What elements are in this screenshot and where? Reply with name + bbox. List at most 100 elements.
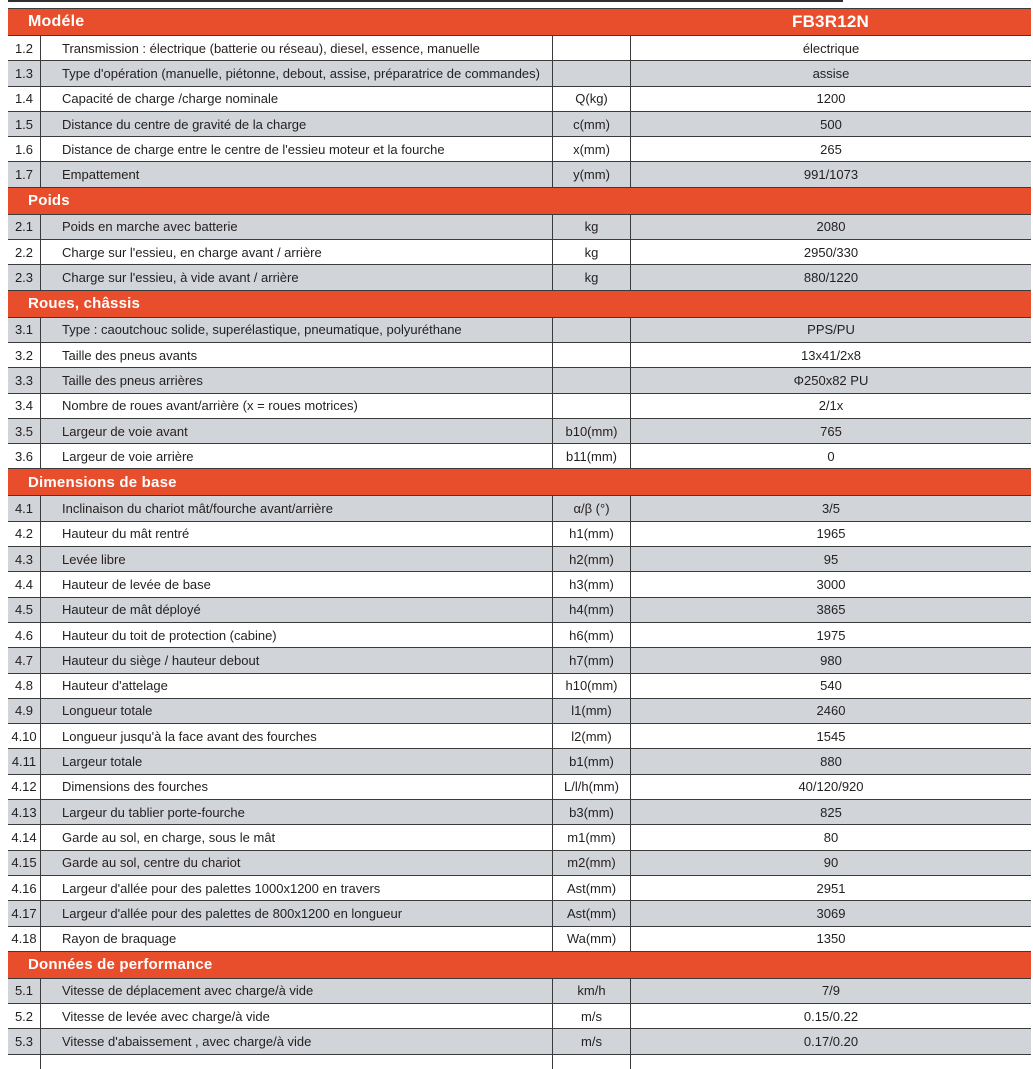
row-label: Dimensions des fourches — [41, 774, 553, 800]
row-unit: b11(mm) — [553, 444, 631, 469]
spec-row: 4.1 Inclinaison du chariot mât/fourche av… — [8, 496, 1031, 522]
row-unit: b10(mm) — [553, 418, 631, 444]
row-number: 3.4 — [8, 393, 41, 418]
row-unit — [553, 393, 631, 418]
row-label: Charge sur l'essieu, à vide avant / arri… — [41, 265, 553, 290]
row-label: Taille des pneus avants — [41, 342, 553, 368]
row-value: 1200 — [816, 91, 846, 107]
spec-row: 4.17 Largeur d'allée pour des palettes de… — [8, 901, 1031, 927]
row-label: Poids en marche avec batterie — [41, 214, 553, 240]
row-value: 3000 — [816, 576, 846, 592]
rows-container: 1.2 Transmission : électrique (batterie o… — [8, 36, 1031, 1055]
row-unit: h4(mm) — [553, 597, 631, 622]
row-value: électrique — [802, 40, 860, 56]
row-unit: Wa(mm) — [553, 926, 631, 951]
row-label: Nombre de roues avant/arrière (x = roues… — [41, 393, 553, 418]
row-value: 13x41/2x8 — [801, 347, 861, 363]
row-unit — [553, 342, 631, 368]
row-unit: h6(mm) — [553, 622, 631, 648]
row-number: 5.2 — [8, 1004, 41, 1029]
row-label: Hauteur du mât rentré — [41, 521, 553, 547]
spec-row: 2.1 Poids en marche avec batterie kg 2080 — [8, 214, 1031, 241]
spec-row: 1.2 Transmission : électrique (batterie o… — [8, 36, 1031, 62]
section-title: Poids — [28, 192, 70, 210]
cut-cell-number — [8, 1054, 41, 1069]
spec-row: 5.3 Vitesse d'abaissement , avec charge/à… — [8, 1029, 1031, 1055]
section-title: Roues, châssis — [28, 295, 141, 313]
row-unit: km/h — [553, 978, 631, 1004]
row-label: Largeur de voie arrière — [41, 444, 553, 469]
spec-row: 4.18 Rayon de braquage Wa(mm) 1350 — [8, 926, 1031, 952]
cut-cell-label — [41, 1054, 553, 1069]
row-number: 4.5 — [8, 597, 41, 622]
row-number: 4.9 — [8, 698, 41, 724]
row-label: Transmission : électrique (batterie ou r… — [41, 36, 553, 61]
row-label: Distance de charge entre le centre de l'… — [41, 137, 553, 162]
row-unit: b1(mm) — [553, 749, 631, 774]
row-unit — [553, 368, 631, 393]
spec-row: 4.11 Largeur totale b1(mm) 880 — [8, 749, 1031, 775]
row-label: Vitesse de déplacement avec charge/à vid… — [41, 978, 553, 1004]
row-number: 3.2 — [8, 342, 41, 368]
row-value: 880/1220 — [803, 270, 859, 286]
row-number: 1.5 — [8, 111, 41, 137]
row-number: 4.13 — [8, 800, 41, 825]
spec-row: 4.4 Hauteur de levée de base h3(mm) 3000 — [8, 572, 1031, 598]
row-unit: Q(kg) — [553, 86, 631, 111]
row-number: 1.4 — [8, 86, 41, 111]
section-title: Données de performance — [28, 956, 213, 974]
spec-row: 4.2 Hauteur du mât rentré h1(mm) 1965 — [8, 521, 1031, 548]
row-unit — [553, 317, 631, 342]
spec-row: 3.6 Largeur de voie arrière b11(mm) 0 — [8, 444, 1031, 470]
spec-row: 3.2 Taille des pneus avants 13x41/2x8 — [8, 342, 1031, 369]
row-unit: kg — [553, 214, 631, 240]
cut-cell-unit — [553, 1054, 631, 1069]
spec-row: 3.4 Nombre de roues avant/arrière (x = ro… — [8, 393, 1031, 419]
row-label: Inclinaison du chariot mât/fourche avant… — [41, 496, 553, 521]
row-label: Capacité de charge /charge nominale — [41, 86, 553, 111]
row-value: PPS/PU — [807, 322, 855, 338]
row-value: 7/9 — [821, 983, 841, 999]
row-value: 540 — [820, 678, 842, 694]
spec-row: 1.6 Distance de charge entre le centre de… — [8, 137, 1031, 163]
row-label: Rayon de braquage — [41, 926, 553, 951]
row-label: Empattement — [41, 162, 553, 187]
row-unit: kg — [553, 240, 631, 265]
row-number: 4.2 — [8, 521, 41, 547]
section-title: Dimensions de base — [28, 473, 177, 491]
row-unit: y(mm) — [553, 162, 631, 187]
row-value: 980 — [820, 652, 842, 668]
spec-row: 1.7 Empattement y(mm) 991/1073 — [8, 162, 1031, 188]
spec-row: 4.7 Hauteur du siège / hauteur debout h7(m… — [8, 648, 1031, 674]
row-unit: h10(mm) — [553, 673, 631, 698]
row-label: Largeur de voie avant — [41, 418, 553, 444]
spec-row: 4.5 Hauteur de mât déployé h4(mm) 3865 — [8, 597, 1031, 623]
row-value: 825 — [820, 804, 842, 820]
row-number: 4.12 — [8, 774, 41, 800]
row-number: 4.4 — [8, 572, 41, 597]
row-number: 4.6 — [8, 622, 41, 648]
row-number: 3.5 — [8, 418, 41, 444]
row-number: 4.10 — [8, 724, 41, 749]
row-label: Garde au sol, en charge, sous le mât — [41, 825, 553, 850]
row-number: 3.1 — [8, 317, 41, 342]
row-number: 5.3 — [8, 1029, 41, 1054]
row-unit: c(mm) — [553, 111, 631, 137]
spec-row: 3.1 Type : caoutchouc solide, superélasti… — [8, 317, 1031, 343]
row-value: 3865 — [816, 602, 846, 618]
row-label: Hauteur de levée de base — [41, 572, 553, 597]
spec-row: 4.12 Dimensions des fourches L/l/h(mm) 40/1… — [8, 774, 1031, 801]
row-value: 1965 — [816, 526, 846, 542]
spec-row: 3.3 Taille des pneus arrières Φ250x82 PU — [8, 368, 1031, 394]
row-label: Garde au sol, centre du chariot — [41, 850, 553, 875]
row-unit: h3(mm) — [553, 572, 631, 597]
row-unit: x(mm) — [553, 137, 631, 162]
section-header: Poids — [8, 187, 1031, 215]
row-number: 1.6 — [8, 137, 41, 162]
row-value: 1545 — [816, 728, 846, 744]
row-value: 0.15/0.22 — [803, 1008, 859, 1024]
row-value: 1350 — [816, 931, 846, 947]
spec-row: 4.14 Garde au sol, en charge, sous le mât… — [8, 825, 1031, 851]
row-unit: h2(mm) — [553, 547, 631, 572]
section-header: Données de performance — [8, 951, 1031, 979]
